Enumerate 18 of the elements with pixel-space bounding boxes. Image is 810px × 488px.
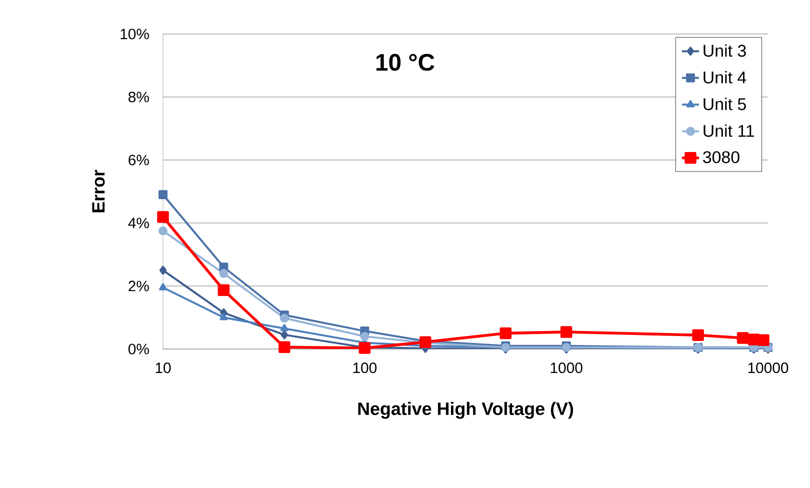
x-tick-label: 1000: [550, 362, 582, 374]
y-axis-title: Error: [92, 170, 105, 212]
x-tick-label: 10000: [748, 362, 788, 374]
y-tick-label: 10%: [120, 28, 149, 40]
y-tick-label: 8%: [128, 92, 149, 102]
legend-label: Unit 4: [704, 71, 746, 84]
y-tick-label: 6%: [128, 154, 149, 166]
legend-label: 3080: [703, 151, 740, 164]
legend-label: Unit 3: [704, 44, 746, 57]
x-tick-label: 100: [353, 362, 377, 374]
legend-label: Unit 5: [704, 98, 746, 110]
x-axis-title: Negative High Voltage (V): [358, 402, 574, 419]
x-tick-label: 10: [156, 362, 171, 374]
text: 10 °C: [376, 54, 434, 71]
y-tick-label: 4%: [128, 218, 149, 228]
y-tick-label: 0%: [128, 344, 149, 354]
y-tick-label: 2%: [128, 280, 149, 292]
legend-label: Unit 11: [704, 124, 754, 137]
